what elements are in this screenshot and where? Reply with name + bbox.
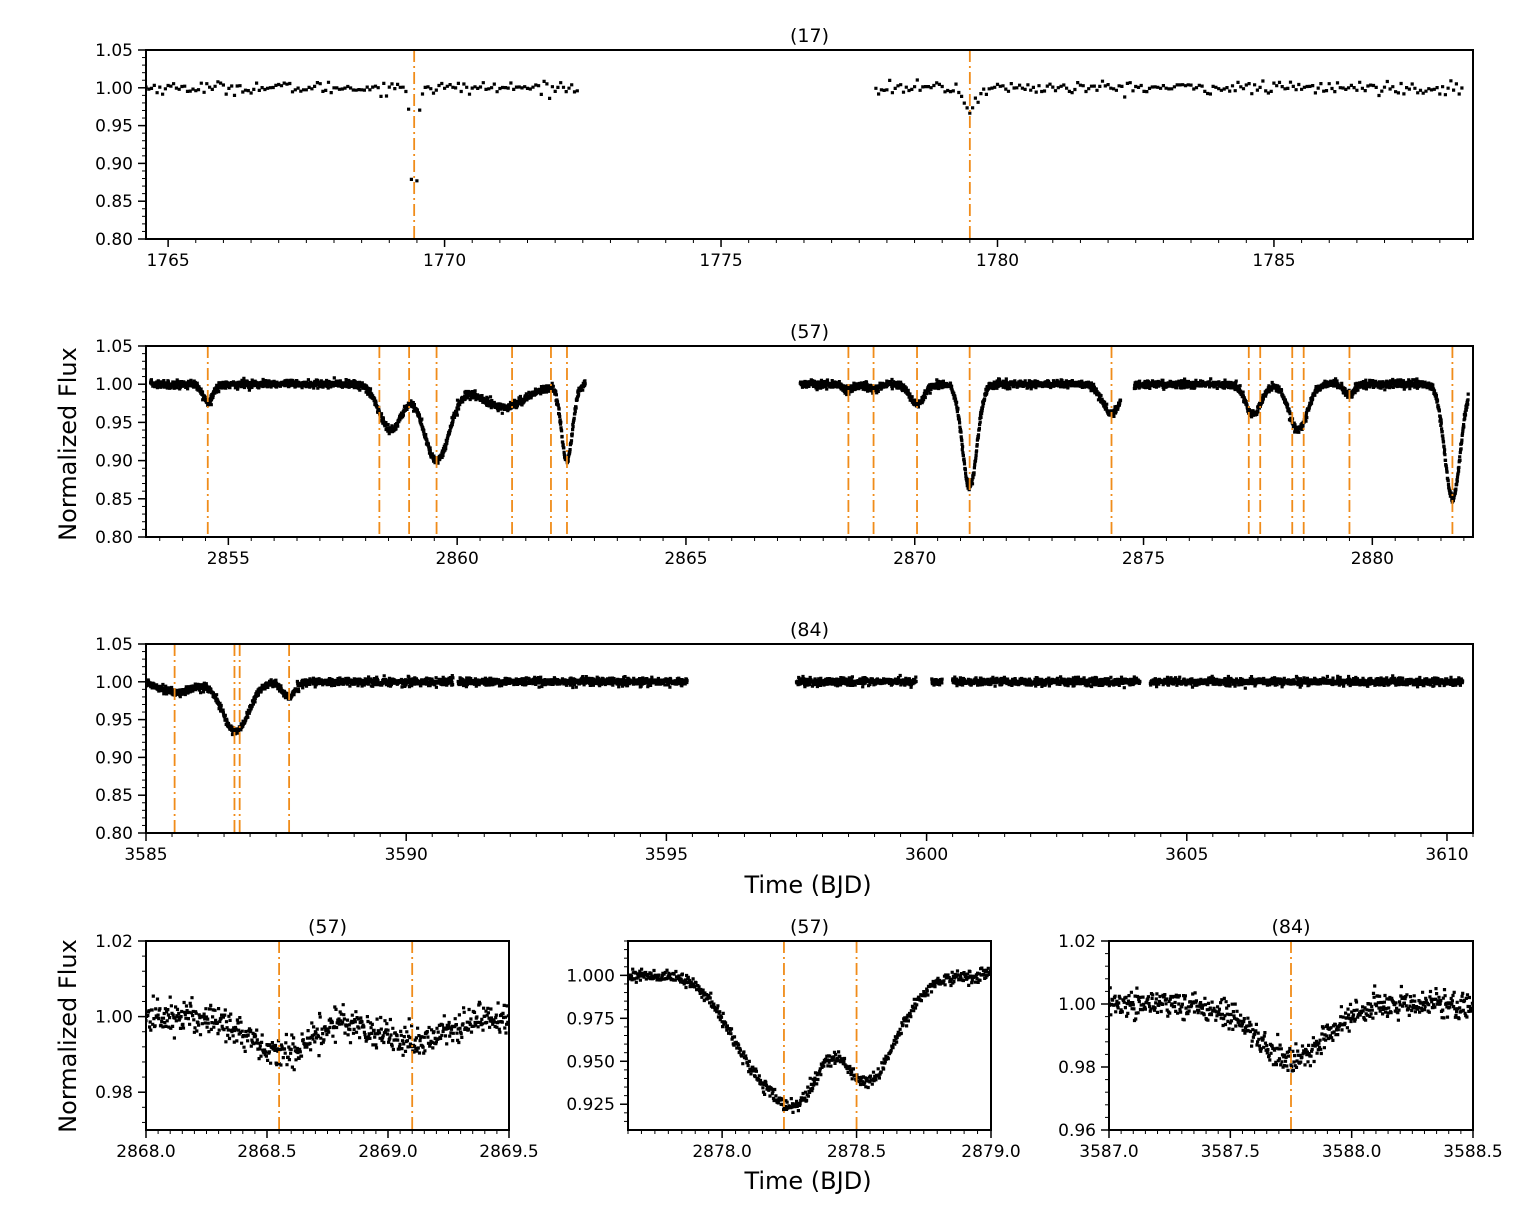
x-tick-label: 2875 — [1122, 549, 1165, 569]
x-tick-label: 3588.5 — [1443, 1142, 1502, 1162]
axes-frame-p17 — [145, 49, 1474, 240]
y-tick-label: 0.98 — [1058, 1058, 1096, 1078]
x-tick-label: 3595 — [645, 845, 688, 865]
eclipse-lines-layer — [173, 50, 1454, 1130]
y-tick-label: 1.02 — [95, 932, 133, 952]
y-tick-label: 0.85 — [95, 490, 133, 510]
x-tick-label: 2869.0 — [358, 1142, 417, 1162]
y-tick-label: 1.05 — [95, 337, 133, 357]
x-tick-label: 3587.5 — [1201, 1142, 1260, 1162]
y-axis-label-bottom: Normalized Flux — [54, 939, 82, 1133]
y-tick-label: 1.00 — [95, 375, 133, 395]
y-tick-label: 0.975 — [566, 1009, 615, 1029]
x-tick-label: 2868.5 — [237, 1142, 296, 1162]
y-tick-label: 1.00 — [95, 673, 133, 693]
y-tick-label: 1.00 — [95, 1008, 133, 1028]
panel-title-p57: (57) — [790, 321, 829, 343]
y-tick-label: 0.80 — [95, 528, 133, 548]
x-tick-label: 2868.0 — [116, 1142, 175, 1162]
y-tick-label: 0.95 — [95, 413, 133, 433]
y-tick-label: 0.950 — [566, 1052, 615, 1072]
data-points-p17 — [146, 78, 1464, 183]
x-tick-label: 2870 — [893, 549, 936, 569]
y-tick-label: 0.95 — [95, 711, 133, 731]
data-points-p84 — [146, 673, 1465, 737]
axes-frame-p84 — [145, 643, 1474, 834]
x-tick-label: 2878.5 — [827, 1142, 886, 1162]
axes-layer: (17) 1765 1770 1775 1780 1785 0.80 0.85 0.90 0.95… — [95, 25, 1503, 1162]
data-points-p57 — [149, 376, 1470, 504]
x-tick-label: 2880 — [1351, 549, 1394, 569]
data-points-z57a — [146, 994, 509, 1072]
y-tick-label: 0.85 — [95, 786, 133, 806]
x-tick-label: 1780 — [976, 251, 1019, 271]
y-axis-label-top: Normalized Flux — [54, 347, 82, 541]
y-tick-label: 0.90 — [95, 748, 133, 768]
y-tick-label: 0.925 — [566, 1095, 615, 1115]
panel-title-z84: (84) — [1271, 916, 1310, 938]
x-tick-label: 2865 — [664, 549, 707, 569]
x-tick-label: 2860 — [436, 549, 479, 569]
x-tick-label: 2869.5 — [479, 1142, 538, 1162]
x-tick-label: 1775 — [699, 251, 742, 271]
y-tick-label: 1.05 — [95, 41, 133, 61]
y-tick-label: 0.80 — [95, 230, 133, 250]
x-axis-label-bottom: Time (BJD) — [743, 1167, 871, 1195]
y-tick-label: 0.98 — [95, 1083, 133, 1103]
x-tick-label: 3590 — [385, 845, 428, 865]
data-points-z84 — [1109, 984, 1473, 1073]
x-tick-label: 2855 — [207, 549, 250, 569]
y-tick-label: 1.00 — [95, 79, 133, 99]
panel-title-z57b: (57) — [790, 916, 829, 938]
axes-frame-z57b — [627, 940, 992, 1131]
y-tick-label: 0.96 — [1058, 1121, 1096, 1141]
axes-frame-p57 — [145, 345, 1474, 538]
x-tick-label: 1770 — [423, 251, 466, 271]
y-tick-label: 1.05 — [95, 635, 133, 655]
x-tick-label: 3605 — [1165, 845, 1208, 865]
y-tick-label: 0.85 — [95, 192, 133, 212]
x-tick-label: 3600 — [905, 845, 948, 865]
y-tick-label: 0.80 — [95, 824, 133, 844]
panel-title-z57a: (57) — [308, 916, 347, 938]
y-tick-label: 0.90 — [95, 452, 133, 472]
x-axis-label-top: Time (BJD) — [743, 871, 871, 899]
x-tick-label: 2878.0 — [692, 1142, 751, 1162]
panel-title-p17: (17) — [790, 25, 829, 47]
x-tick-label: 3587.0 — [1079, 1142, 1138, 1162]
data-points-layer — [146, 78, 1473, 1114]
x-tick-label: 1785 — [1252, 251, 1295, 271]
y-tick-label: 0.90 — [95, 154, 133, 174]
x-tick-label: 3585 — [124, 845, 167, 865]
data-points-z57b — [628, 966, 991, 1114]
panel-title-p84: (84) — [790, 619, 829, 641]
x-tick-label: 2879.0 — [961, 1142, 1020, 1162]
x-tick-label: 3610 — [1425, 845, 1468, 865]
y-tick-label: 1.00 — [1058, 995, 1096, 1015]
y-tick-label: 0.95 — [95, 117, 133, 137]
x-tick-label: 3588.0 — [1322, 1142, 1381, 1162]
x-tick-label: 1765 — [146, 251, 189, 271]
y-tick-label: 1.000 — [566, 966, 615, 986]
y-tick-label: 1.02 — [1058, 932, 1096, 952]
